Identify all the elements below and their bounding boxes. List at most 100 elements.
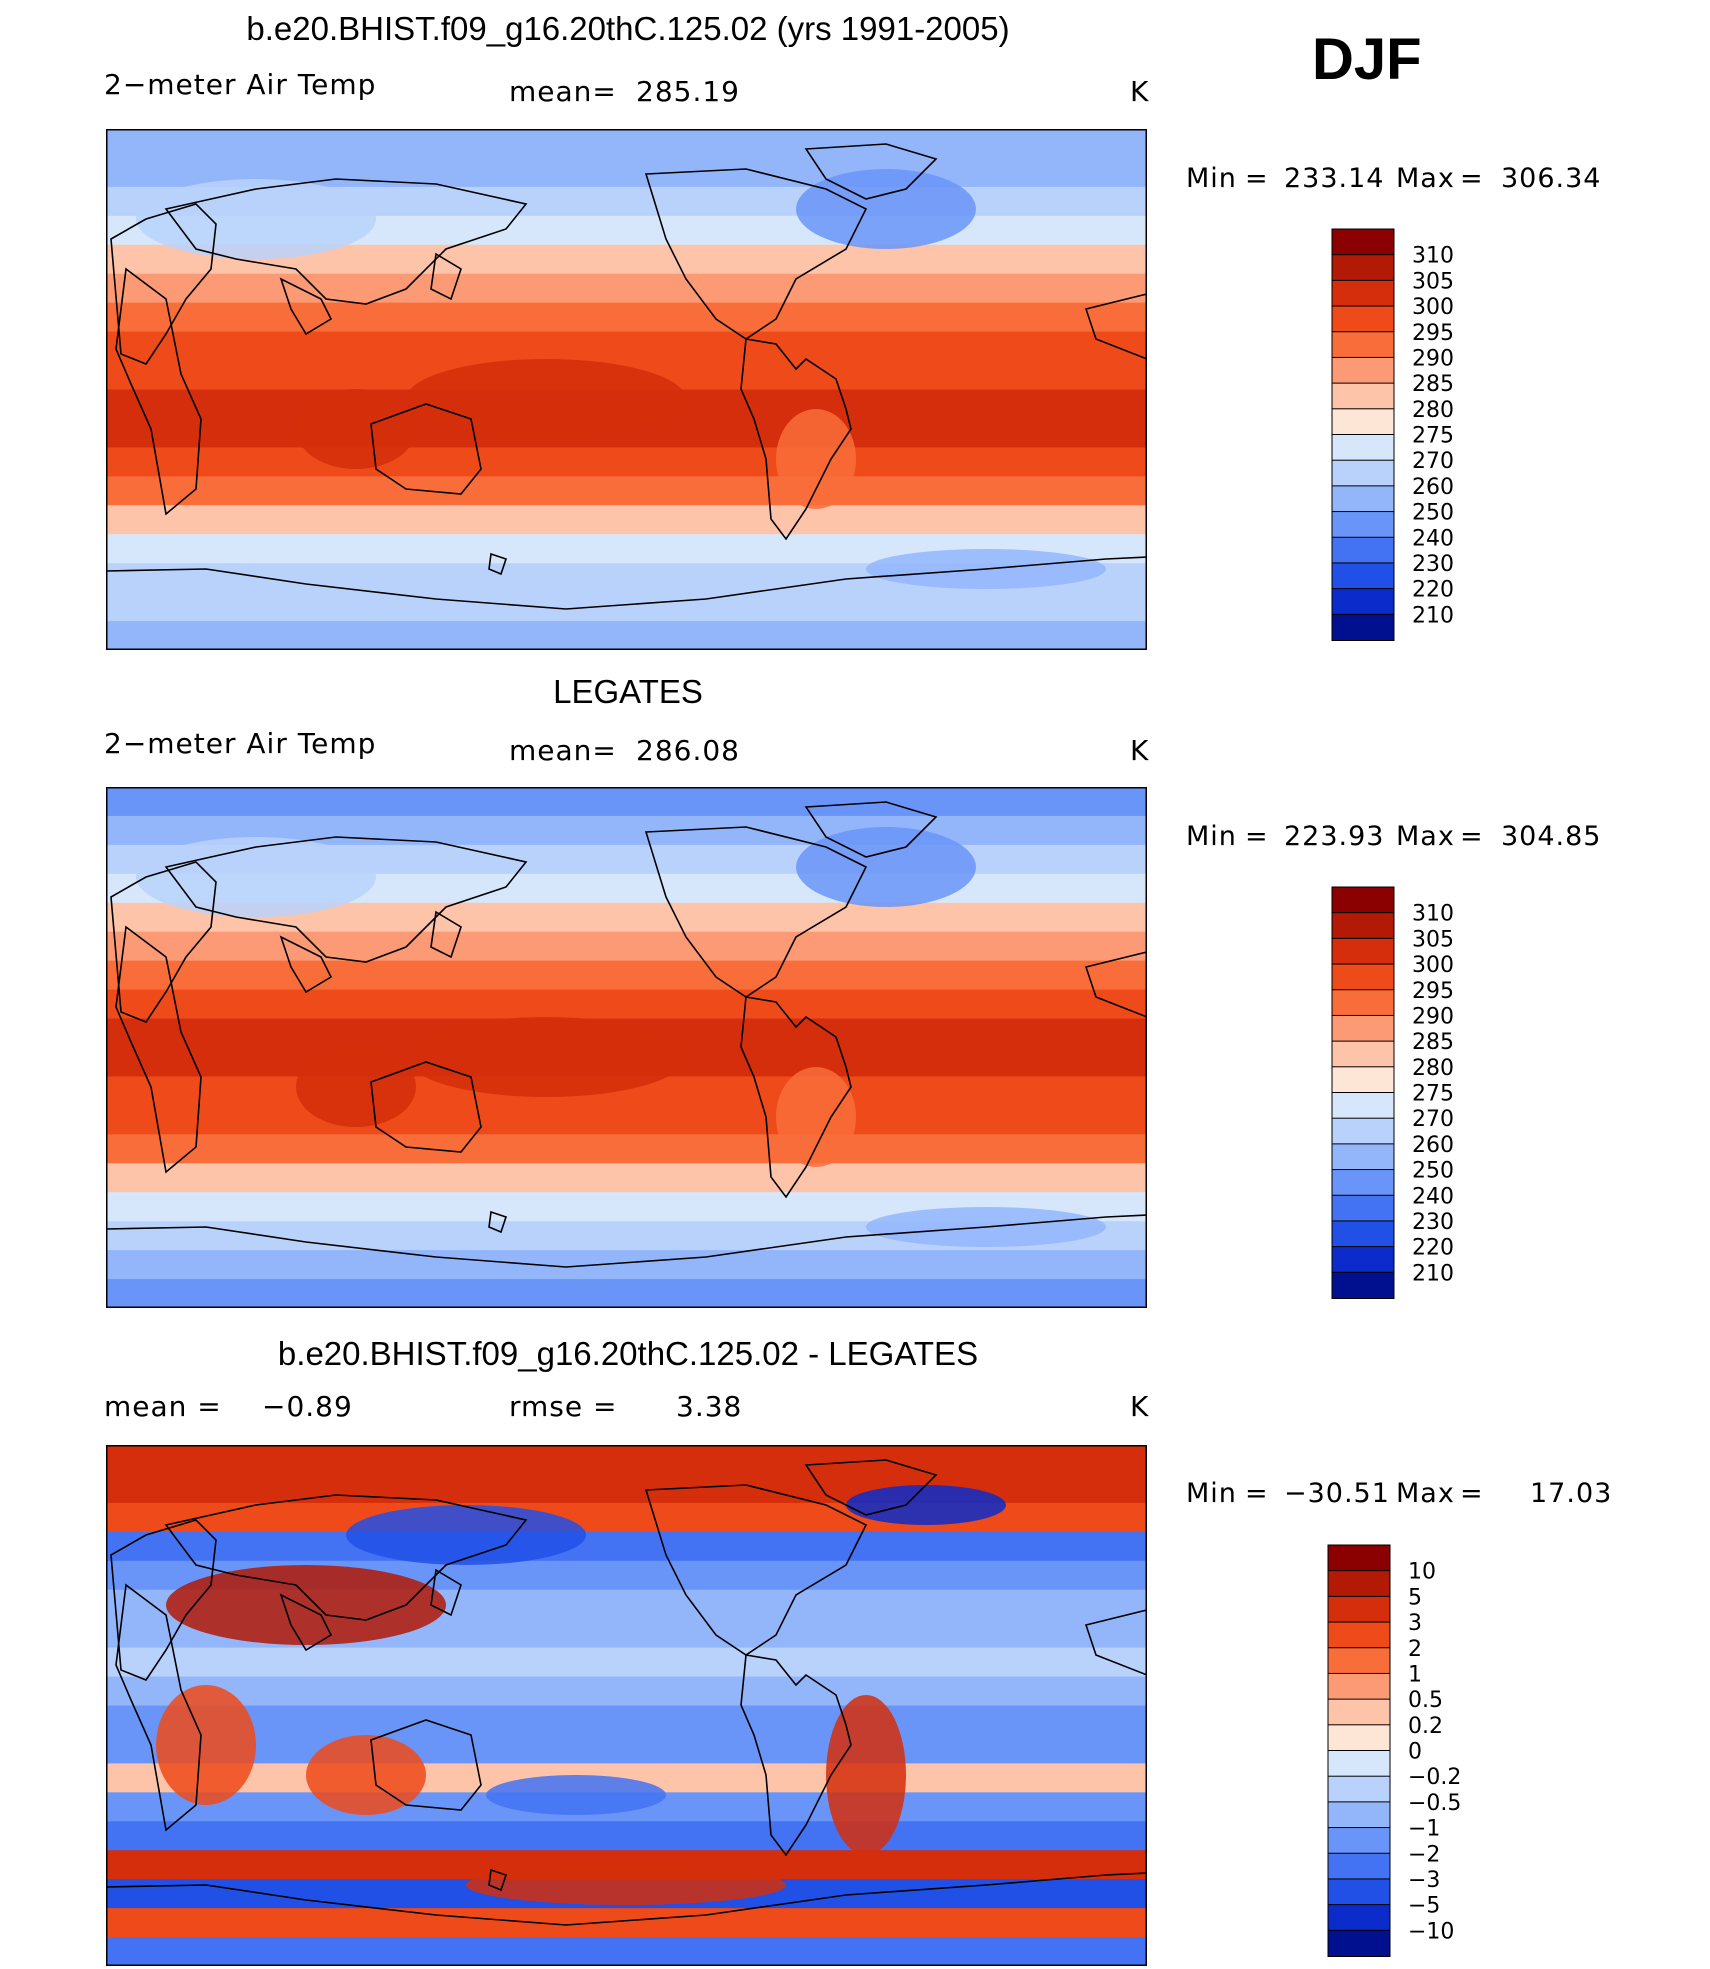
lat-band-9	[106, 1705, 1147, 1736]
lat-band-16	[106, 1908, 1147, 1939]
colorbar-swatch-15	[1331, 613, 1395, 641]
coastline-7	[804, 801, 938, 858]
colorbar-swatch-1	[1331, 912, 1395, 940]
colorbar-label-5: 0.5	[1408, 1688, 1443, 1713]
coastline-7	[804, 1459, 938, 1516]
colorbar-swatch-2	[1331, 279, 1395, 308]
coastline-6	[644, 1484, 868, 1656]
colorbar-swatch-7	[1331, 408, 1395, 436]
colorbar-label-1: 5	[1408, 1585, 1422, 1610]
coastline-6	[644, 826, 868, 998]
lat-band-17	[106, 621, 1147, 650]
coastline-0	[110, 1519, 217, 1681]
colorbar-label-6: 280	[1412, 398, 1454, 423]
panel-2-variable-label: 2−meter Air Temp	[104, 727, 377, 760]
panel-1-units: K	[1130, 75, 1150, 108]
coastline-11	[1084, 1609, 1147, 1676]
panel-2-units: K	[1130, 734, 1150, 767]
colorbar-swatch-14	[1327, 1904, 1391, 1932]
colorbar-swatch-2	[1327, 1595, 1391, 1624]
colorbar-swatch-0	[1331, 228, 1395, 256]
colorbar-label-10: −1	[1408, 1817, 1440, 1842]
colorbar-swatch-0	[1327, 1544, 1391, 1572]
field-patch-4	[486, 1775, 666, 1815]
coastline-11	[1084, 293, 1147, 360]
coastline-4	[430, 252, 462, 301]
colorbar-label-12: −3	[1408, 1868, 1440, 1893]
panel-2-map	[106, 787, 1147, 1308]
field-patch-5	[466, 1865, 786, 1905]
coastline-5	[370, 403, 482, 495]
field-patch-2	[136, 179, 376, 259]
colorbar-swatch-8	[1327, 1750, 1391, 1778]
lat-band-16	[106, 1250, 1147, 1281]
lat-band-7	[106, 989, 1147, 1020]
colorbar-label-8: 270	[1412, 1107, 1454, 1132]
colorbar-label-14: 210	[1412, 1261, 1454, 1286]
colorbar-swatch-11	[1331, 1169, 1395, 1197]
coastline-4	[430, 1568, 462, 1617]
coastline-1	[115, 267, 202, 516]
field-patch-1	[346, 1505, 586, 1565]
colorbar-label-11: 240	[1412, 1184, 1454, 1209]
lat-band-13	[106, 505, 1147, 536]
panel-2-min-eq: =	[1245, 821, 1269, 852]
map-frame	[106, 129, 1147, 650]
coastline-4	[430, 910, 462, 959]
colorbar-label-2: 300	[1412, 295, 1454, 320]
colorbar-label-6: 0.2	[1408, 1714, 1443, 1739]
panel-1-max-value: 306.34	[1501, 163, 1602, 194]
lat-band-17	[106, 1279, 1147, 1308]
coastline-1	[115, 1583, 202, 1832]
panel-3-max-label: Max	[1396, 1478, 1455, 1509]
coastline-0	[110, 203, 217, 365]
colorbar-swatch-0	[1331, 886, 1395, 914]
colorbar-swatch-12	[1331, 536, 1395, 564]
colorbar-swatch-8	[1331, 434, 1395, 462]
colorbar-label-12: 230	[1412, 1210, 1454, 1235]
colorbar-label-0: 310	[1412, 902, 1454, 927]
panel-1-variable-label: 2−meter Air Temp	[104, 68, 377, 101]
colorbar-label-7: 0	[1408, 1740, 1422, 1765]
lat-band-10	[106, 1734, 1147, 1765]
panel-1-map	[106, 129, 1147, 650]
colorbar-swatch-6	[1327, 1698, 1391, 1726]
field-patch-7	[156, 1685, 256, 1805]
lat-band-6	[106, 960, 1147, 991]
panel-1-min-value: 233.14	[1284, 163, 1385, 194]
colorbar-label-14: 210	[1412, 603, 1454, 628]
lat-band-6	[106, 302, 1147, 333]
panel-3-max-eq: =	[1460, 1478, 1484, 1509]
colorbar-label-11: 240	[1412, 526, 1454, 551]
field-patch-6	[846, 1485, 1006, 1525]
panel-3-units: K	[1130, 1390, 1150, 1423]
colorbar-swatch-8	[1331, 1092, 1395, 1120]
coastline-9	[106, 556, 1147, 650]
field-patch-0	[166, 1565, 446, 1645]
coastline-9	[106, 1214, 1147, 1308]
lat-band-12	[106, 476, 1147, 507]
colorbar-swatch-13	[1331, 1220, 1395, 1248]
field-patch-2	[136, 837, 376, 917]
coastline-10	[488, 1210, 508, 1234]
panel-3-mean-label: mean =	[104, 1390, 222, 1423]
field-patch-0	[406, 1017, 686, 1097]
colorbar-swatch-15	[1331, 1271, 1395, 1299]
colorbar-label-13: 220	[1412, 578, 1454, 603]
field-patch-4	[776, 1067, 856, 1167]
map-frame	[106, 1445, 1147, 1966]
panel-1-title: b.e20.BHIST.f09_g16.20thC.125.02 (yrs 19…	[246, 10, 1010, 47]
colorbar-swatch-3	[1331, 305, 1395, 333]
map-frame	[106, 787, 1147, 1308]
coastline-8	[740, 1654, 852, 1857]
colorbar-swatch-10	[1331, 1143, 1395, 1171]
panel-1-mean-value: 285.19	[636, 75, 740, 108]
colorbar-label-13: 220	[1412, 1236, 1454, 1261]
panel-3-rmse-label: rmse =	[509, 1390, 618, 1423]
coastline-11	[1084, 951, 1147, 1018]
field-patch-3	[796, 169, 976, 249]
colorbar-swatch-7	[1327, 1724, 1391, 1752]
panel-1-mean-label: mean=	[509, 75, 617, 108]
coastline-2	[164, 836, 528, 963]
